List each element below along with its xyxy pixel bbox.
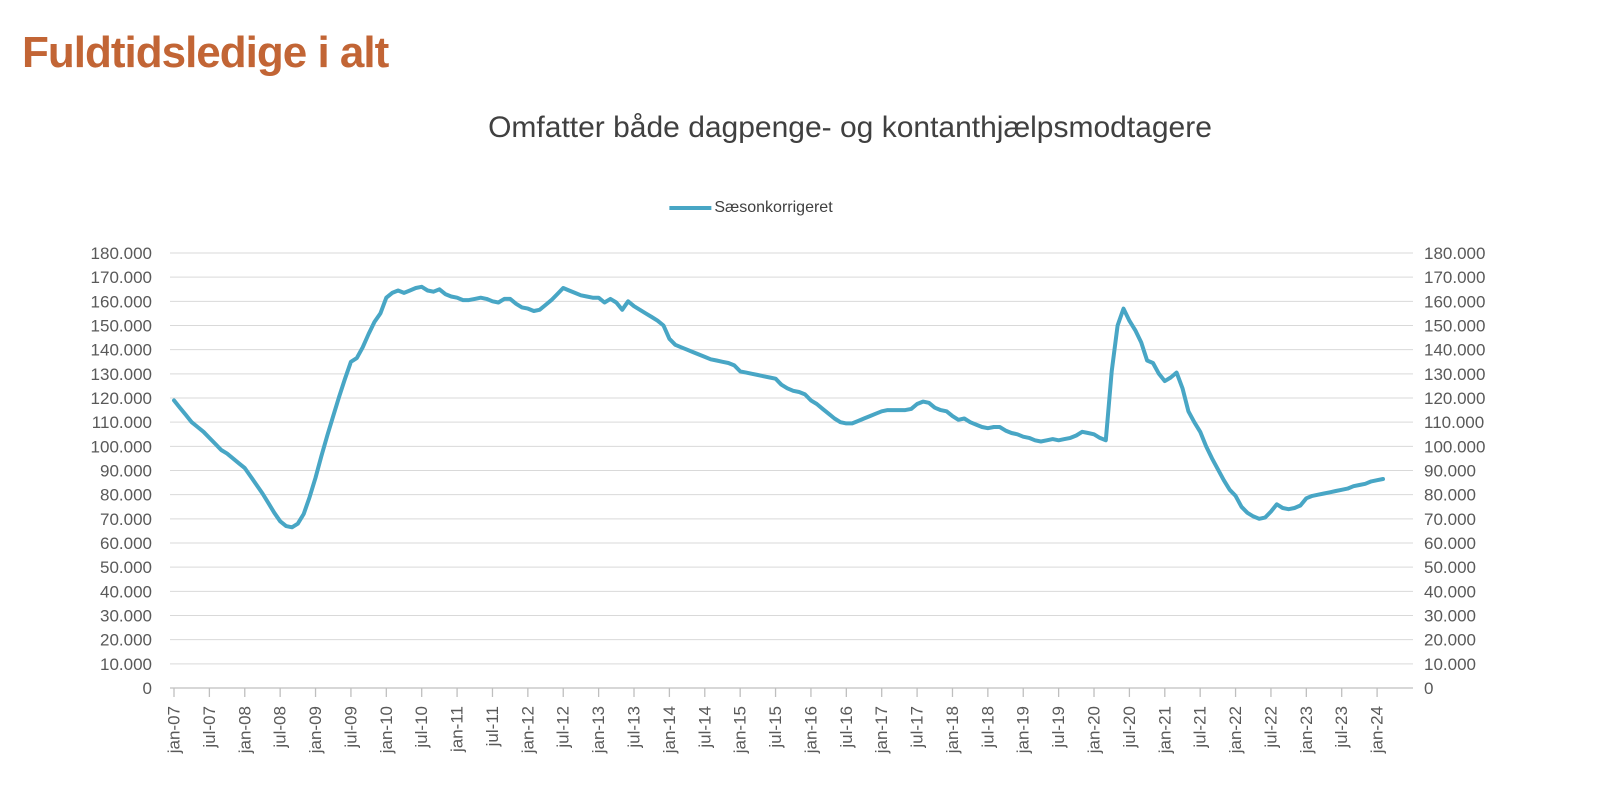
x-axis-label: jul-16 — [837, 706, 856, 749]
y-axis-label-right: 110.000 — [1424, 413, 1484, 432]
legend: Sæsonkorrigeret — [669, 199, 833, 217]
y-axis-label-right: 150.000 — [1424, 317, 1485, 336]
y-axis-label-left: 140.000 — [91, 341, 152, 360]
x-axis-label: jan-12 — [518, 706, 537, 754]
x-axis-label: jan-13 — [589, 706, 608, 754]
y-axis-label-left: 90.000 — [100, 462, 152, 481]
x-axis-label: jan-09 — [306, 706, 325, 754]
x-axis-label: jan-22 — [1226, 706, 1245, 754]
x-axis-label: jan-10 — [377, 706, 396, 754]
y-axis-label-left: 40.000 — [100, 582, 152, 601]
page-title: Fuldtidsledige i alt — [22, 28, 389, 77]
x-axis-label: jul-17 — [908, 706, 927, 749]
y-axis-label-left: 0 — [143, 679, 152, 698]
x-axis-label: jan-19 — [1014, 706, 1033, 754]
y-axis-label-right: 100.000 — [1424, 437, 1485, 456]
y-axis-label-right: 140.000 — [1424, 341, 1485, 360]
y-axis-label-left: 120.000 — [91, 389, 152, 408]
y-axis-label-right: 50.000 — [1424, 558, 1476, 577]
x-axis-label: jan-17 — [872, 706, 891, 754]
y-axis-label-left: 10.000 — [100, 655, 152, 674]
x-axis-label: jul-21 — [1191, 706, 1210, 749]
x-axis-label: jan-11 — [448, 706, 467, 753]
y-axis-label-left: 70.000 — [100, 510, 152, 529]
y-axis-label-right: 160.000 — [1424, 292, 1485, 311]
y-axis-label-right: 90.000 — [1424, 462, 1476, 481]
x-axis-label: jan-07 — [165, 706, 184, 754]
y-axis-label-left: 50.000 — [100, 558, 152, 577]
x-axis-label: jul-13 — [625, 706, 644, 749]
x-axis-label: jul-23 — [1332, 706, 1351, 749]
y-axis-label-right: 0 — [1424, 679, 1433, 698]
y-axis-label-right: 10.000 — [1424, 655, 1476, 674]
y-axis-label-left: 20.000 — [100, 631, 152, 650]
x-axis-label: jan-14 — [660, 706, 679, 754]
y-axis-label-left: 170.000 — [91, 268, 152, 287]
x-axis-label: jul-18 — [978, 706, 997, 749]
y-axis-label-right: 120.000 — [1424, 389, 1485, 408]
x-axis-label: jul-20 — [1120, 706, 1139, 749]
x-axis-label: jul-07 — [200, 706, 219, 749]
y-axis-label-right: 70.000 — [1424, 510, 1476, 529]
y-axis-label-right: 60.000 — [1424, 534, 1476, 553]
x-axis-label: jul-10 — [412, 706, 431, 749]
y-axis-label-right: 170.000 — [1424, 268, 1485, 287]
x-axis-label: jul-08 — [271, 706, 290, 749]
y-axis-label-right: 30.000 — [1424, 607, 1476, 626]
chart-title: Omfatter både dagpenge- og kontanthjælps… — [488, 111, 1212, 144]
y-axis-label-left: 60.000 — [100, 534, 152, 553]
x-axis-label: jul-15 — [766, 706, 785, 749]
x-axis-label: jan-18 — [943, 706, 962, 754]
series-line-saesonkorrigeret — [172, 284, 1385, 530]
x-axis-label: jul-09 — [341, 706, 360, 749]
x-axis-label: jan-15 — [731, 706, 750, 754]
y-axis-label-right: 130.000 — [1424, 365, 1485, 384]
x-axis-label: jan-08 — [235, 706, 254, 754]
y-axis-label-right: 180.000 — [1424, 244, 1485, 263]
y-axis-label-left: 180.000 — [91, 244, 152, 263]
x-axis-label: jan-23 — [1297, 706, 1316, 754]
x-axis-label: jul-14 — [695, 706, 714, 749]
x-axis-label: jul-22 — [1261, 706, 1280, 749]
x-axis-label: jul-11 — [483, 706, 502, 747]
x-axis-label: jan-16 — [801, 706, 820, 754]
y-axis-label-right: 20.000 — [1424, 631, 1476, 650]
x-axis-label: jan-20 — [1085, 706, 1104, 754]
y-axis-label-left: 130.000 — [91, 365, 152, 384]
y-axis-label-right: 80.000 — [1424, 486, 1476, 505]
y-axis-label-right: 40.000 — [1424, 582, 1476, 601]
y-axis-label-left: 80.000 — [100, 486, 152, 505]
legend-line-swatch — [669, 206, 712, 210]
x-axis-label: jan-24 — [1368, 706, 1387, 754]
y-axis-label-left: 100.000 — [91, 437, 152, 456]
y-axis-label-left: 110.000 — [92, 413, 152, 432]
x-axis-label: jul-19 — [1049, 706, 1068, 749]
y-axis-label-left: 160.000 — [91, 292, 152, 311]
x-axis-label: jul-12 — [554, 706, 573, 749]
y-axis-label-left: 30.000 — [100, 607, 152, 626]
y-axis-label-left: 150.000 — [91, 317, 152, 336]
x-axis-label: jan-21 — [1155, 706, 1174, 754]
legend-label: Sæsonkorrigeret — [714, 199, 833, 216]
